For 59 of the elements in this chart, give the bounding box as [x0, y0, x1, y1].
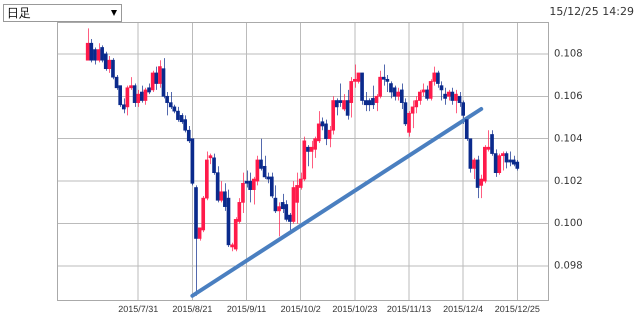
candlestick [450, 87, 454, 106]
x-tick-label: 2015/12/4 [443, 304, 484, 314]
candlestick [497, 153, 502, 176]
y-tick-label: 0.108 [554, 48, 583, 60]
x-tick-label: 2015/10/23 [332, 304, 378, 314]
candlestick [93, 46, 97, 65]
candlestick [324, 119, 328, 146]
y-tick-label: 0.104 [554, 133, 583, 144]
candlestick [501, 150, 505, 172]
candlestick [144, 87, 148, 106]
candlestick [338, 83, 342, 108]
candlestick [407, 110, 411, 138]
candlestick [508, 150, 512, 167]
candlestick [306, 144, 310, 167]
candlestick [150, 70, 155, 93]
candlestick [158, 60, 162, 88]
candlestick [140, 85, 144, 104]
candlestick [147, 83, 151, 95]
candlestick [132, 83, 136, 108]
x-tick-label: 2015/8/21 [172, 304, 212, 314]
candlestick [396, 87, 400, 102]
candlestick [89, 38, 94, 63]
candlestick [295, 172, 299, 224]
x-tick-label: 2015/11/13 [386, 304, 432, 314]
candlestick [425, 85, 429, 102]
y-tick-label: 0.102 [554, 176, 583, 187]
candlestick [244, 170, 248, 188]
candlestick [86, 28, 90, 61]
candlestick [515, 159, 520, 172]
y-tick-label: 0.106 [554, 90, 583, 102]
x-tick-label: 2015/9/11 [226, 304, 266, 314]
candlestick [446, 89, 451, 102]
candlestick [108, 55, 112, 74]
candlestick [96, 42, 100, 63]
candlestick [454, 89, 458, 114]
candlestick [504, 150, 508, 169]
candlestick [126, 85, 130, 116]
x-tick-label: 2015/7/31 [118, 304, 158, 314]
text: 15/12/25 14:29 [549, 5, 634, 18]
candlestick [392, 85, 396, 102]
candlestick [349, 76, 354, 118]
x-tick-label: 2015/12/25 [494, 304, 540, 314]
candlestick [367, 98, 372, 112]
candlestick [371, 85, 375, 110]
candlestick [342, 94, 346, 112]
candlestick [472, 157, 476, 180]
y-tick-label: 0.100 [554, 218, 583, 230]
candlestick [512, 155, 516, 167]
x-tick-label: 2015/10/2 [280, 304, 321, 314]
y-tick-label: 0.098 [554, 260, 583, 272]
candlestick [310, 140, 314, 169]
candlestick [248, 172, 252, 203]
candlestick [219, 180, 224, 203]
candlestick [154, 66, 158, 90]
candlestick [136, 89, 140, 108]
candlestick [346, 89, 350, 120]
candlestick [176, 106, 180, 122]
dropdown[interactable]: 日足 [3, 4, 122, 22]
candlestick [277, 202, 281, 237]
